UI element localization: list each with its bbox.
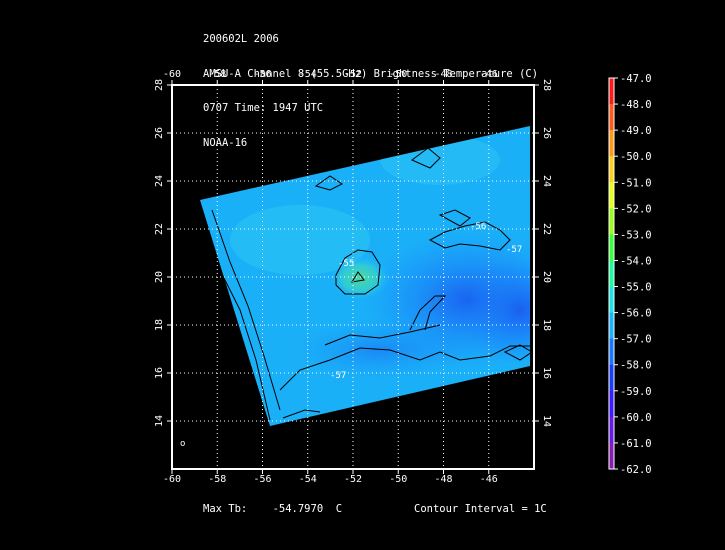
colorbar-label: -58.0	[620, 360, 652, 372]
lon-tick-label-bottom: -56	[253, 474, 271, 485]
lon-tick-label-top: -48	[434, 69, 452, 80]
colorbar-label: -47.0	[620, 73, 652, 85]
axis-tick-labels: -60 -60 -58 -58 -56 -56 -54 -54 -52 -52 -50 -50 -48 -…	[154, 69, 552, 485]
contour-interval-text: Contour Interval = 1C	[414, 503, 547, 515]
lat-lon-grid	[167, 80, 539, 474]
colorbar-label: -52.0	[620, 203, 652, 215]
colorbar-segment	[609, 442, 614, 470]
colorbar-segment	[609, 130, 614, 157]
colorbar-label: -62.0	[620, 464, 652, 476]
colorbar-segment	[609, 390, 614, 418]
lat-tick-label-left: 20	[154, 271, 165, 283]
lon-tick-label-top: -54	[299, 69, 317, 80]
lat-tick-label-left: 26	[154, 127, 165, 139]
colorbar-label: -51.0	[620, 177, 652, 189]
colorbar-segment	[609, 78, 614, 105]
contour-labels: -55 -56 -57 -57	[330, 222, 522, 381]
lat-tick-label-left: 14	[154, 415, 165, 427]
lon-tick-label-bottom: -50	[389, 474, 407, 485]
lat-tick-label-left: 24	[154, 175, 165, 187]
lat-tick-label-right: 16	[541, 367, 552, 379]
lon-tick-label-top: -50	[389, 69, 407, 80]
lat-tick-label-left: 16	[154, 367, 165, 379]
colorbar-label: -55.0	[620, 282, 652, 294]
colorbar-segment	[609, 234, 614, 261]
time-title: 0707 Time: 1947 UTC	[203, 102, 324, 114]
satellite-swath	[200, 126, 530, 426]
max-tb-value: -54.7970	[272, 503, 324, 515]
map-marker: o	[180, 439, 185, 449]
lon-tick-label-top: -60	[163, 69, 181, 80]
lat-tick-label-right: 26	[541, 127, 552, 139]
lon-tick-label-bottom: -54	[299, 474, 317, 485]
lat-tick-label-right: 28	[541, 79, 552, 91]
contour-label: -57	[330, 371, 346, 381]
colorbar-label: -50.0	[620, 151, 652, 163]
colorbar-label: -49.0	[620, 125, 652, 137]
lon-tick-label-bottom: -46	[480, 474, 498, 485]
lon-tick-label-top: -58	[208, 69, 226, 80]
colorbar-segment	[609, 260, 614, 288]
lon-tick-label-bottom: -52	[344, 474, 362, 485]
colorbar-segment	[609, 286, 614, 314]
colorbar-label: -48.0	[620, 99, 652, 111]
lat-tick-label-right: 14	[541, 415, 552, 427]
max-tb-unit: C	[335, 503, 343, 515]
colorbar-segment	[609, 182, 614, 209]
colorbar-label: -61.0	[620, 438, 652, 450]
contour-label: -57	[506, 245, 522, 255]
lon-tick-label-top: -56	[253, 69, 271, 80]
colorbar-segment	[609, 416, 614, 444]
lon-tick-label-bottom: -48	[434, 474, 452, 485]
colorbar-label: -53.0	[620, 229, 652, 241]
lon-tick-label-top: -52	[344, 69, 362, 80]
lat-tick-label-right: 18	[541, 319, 552, 331]
colorbar-segment	[609, 312, 614, 340]
lon-tick-label-top: -46	[480, 69, 498, 80]
lat-tick-label-left: 22	[154, 223, 165, 235]
header-block: 200602L 2006 AMSU-A Channel 8 (55.5GHz) …	[203, 11, 538, 161]
colorbar-label: -54.0	[620, 255, 652, 267]
contour-label: -55	[338, 259, 354, 269]
product-title: AMSU-A Channel 8 (55.5GHz) Brightness Te…	[203, 67, 539, 80]
satellite-title: NOAA-16	[203, 136, 248, 149]
lat-tick-label-left: 28	[154, 79, 165, 91]
lon-tick-label-bottom: -58	[208, 474, 226, 485]
colorbar-segment	[609, 156, 614, 183]
colorbar-label: -59.0	[620, 386, 652, 398]
colorbar-segment	[609, 338, 614, 366]
lat-tick-label-right: 22	[541, 223, 552, 235]
colorbar-label: -56.0	[620, 308, 652, 320]
colorbar-segment	[609, 364, 614, 392]
contour-label: -56	[470, 222, 486, 232]
lat-tick-label-right: 20	[541, 271, 552, 283]
lon-tick-label-bottom: -60	[163, 474, 181, 485]
colorbar-segment	[609, 208, 614, 235]
colorbar-border	[608, 77, 615, 470]
max-tb-label: Max Tb:	[203, 503, 248, 515]
colorbar-label: -60.0	[620, 412, 652, 424]
contour-lines	[199, 147, 533, 421]
max-tb-readout: Max Tb: -54.7970 C	[203, 503, 342, 515]
lat-tick-label-right: 24	[541, 175, 552, 187]
storm-id-title: 200602L 2006	[203, 33, 279, 45]
colorbar-label: -57.0	[620, 334, 652, 346]
colorbar: -47.0 -48.0 -49.0 -50.0 -51.0 -52.0 -53.0 -54.0…	[608, 73, 652, 476]
lat-tick-label-left: 18	[154, 319, 165, 331]
colorbar-segment	[609, 104, 614, 131]
